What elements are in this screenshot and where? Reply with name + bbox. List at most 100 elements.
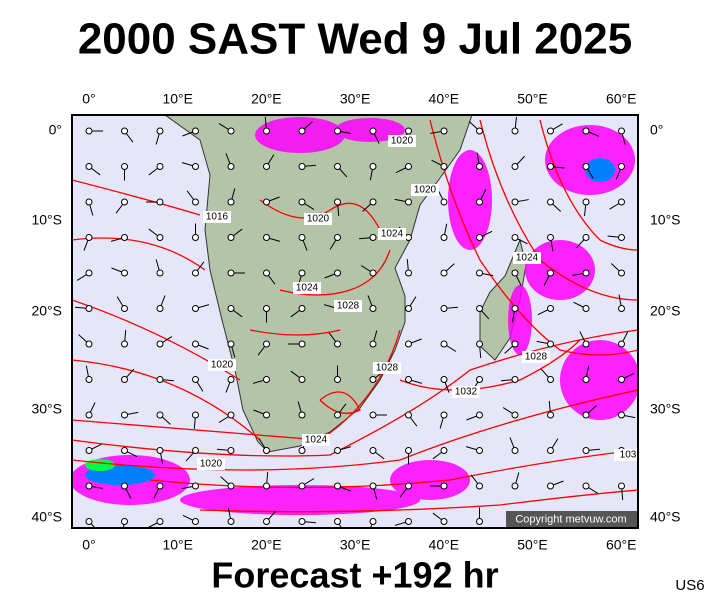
barb-station (192, 482, 199, 490)
barb-station (334, 411, 341, 419)
barb-station (192, 518, 199, 525)
barb-station (192, 163, 199, 170)
barb-station (369, 198, 377, 206)
isobar-label-box (334, 300, 362, 312)
barb-station (263, 482, 270, 490)
barb-station (547, 198, 554, 206)
barb-station (85, 269, 93, 277)
barb-station (156, 376, 164, 383)
isobar-label: 1024 (381, 229, 404, 240)
barb-station (369, 482, 377, 490)
barb-station (582, 269, 590, 277)
lon-label-top: 10°E (162, 91, 193, 107)
barb-station (192, 127, 199, 135)
barb-station (582, 376, 590, 383)
barb-station (192, 376, 199, 383)
barb-station (440, 411, 448, 419)
barb-station (263, 163, 270, 170)
barb-station (298, 198, 306, 206)
barb-station (476, 234, 483, 241)
barb-station (227, 518, 235, 525)
lon-label-bottom: 60°E (606, 537, 637, 553)
barb-station (121, 518, 128, 525)
barb-station (582, 127, 590, 135)
barb-station (227, 447, 235, 454)
barb-station (476, 340, 483, 348)
isobar-label-box (614, 449, 638, 461)
barb-station (263, 518, 270, 525)
barb-station (618, 340, 625, 348)
barb-station (440, 127, 448, 135)
barb-station (334, 198, 341, 206)
barb-station (121, 163, 128, 170)
isobar-label: 1028 (376, 363, 399, 374)
barb-station (369, 376, 377, 383)
barb-station (192, 269, 199, 277)
barb-station (511, 447, 519, 454)
barb-station (85, 482, 93, 490)
lon-label-top: 50°E (517, 91, 548, 107)
barb-station (227, 127, 235, 135)
barb-station (618, 127, 625, 135)
barb-station (582, 305, 590, 312)
barb-station (263, 340, 270, 348)
barb-station (298, 163, 306, 170)
barb-station (547, 269, 554, 277)
isobar-label: 1024 (305, 435, 328, 446)
barb-station (618, 234, 625, 241)
isobar-label: 1016 (206, 212, 229, 223)
copyright-box (506, 511, 637, 527)
isobar-label-box (388, 135, 416, 147)
barb-station (440, 163, 448, 170)
barb-station (511, 234, 519, 241)
barb-station (334, 269, 341, 277)
isobar-label-box (378, 228, 406, 240)
barb-station (440, 447, 448, 454)
barb-station (547, 376, 554, 383)
barb-station (511, 340, 519, 348)
barb-station (85, 376, 93, 383)
barb-station (227, 340, 235, 348)
barb-station (85, 163, 93, 170)
barb-station (582, 482, 590, 490)
barb-station (618, 198, 625, 206)
barb-station (298, 518, 306, 525)
lon-label-bottom: 0° (82, 537, 95, 553)
very-heavy-precipitation (85, 459, 115, 471)
barb-station (547, 482, 554, 490)
barb-station (156, 269, 164, 277)
barb-station (511, 411, 519, 419)
forecast-label: Forecast +192 hr (211, 555, 498, 596)
barb-station (440, 269, 448, 277)
barb-station (192, 234, 199, 241)
barb-station (440, 305, 448, 312)
barb-station (334, 234, 341, 241)
barb-station (121, 198, 128, 206)
isobar-label: 1032 (455, 387, 478, 398)
lon-label-top: 30°E (340, 91, 371, 107)
barb-station (547, 340, 554, 348)
barb-station (298, 127, 306, 135)
isobar-label-box (203, 211, 231, 223)
copyright: Copyright metvuw.com (515, 513, 626, 525)
lat-label-left: 40°S (31, 509, 62, 525)
lat-label-left: 0° (49, 122, 62, 138)
barb-station (476, 127, 483, 135)
barb-station (85, 447, 93, 454)
lat-label-left: 30°S (31, 401, 62, 417)
barb-station (156, 518, 164, 525)
isobar-label-box (208, 359, 236, 371)
barb-station (227, 482, 235, 490)
barb-station (440, 234, 448, 241)
barb-station (511, 482, 519, 490)
barb-station (405, 340, 412, 348)
isobar-label: 1028 (525, 352, 548, 363)
barb-station (582, 340, 590, 348)
barb-station (121, 269, 128, 277)
region-code: US6 (675, 577, 704, 594)
barb-station (440, 376, 448, 383)
lat-label-right: 10°S (650, 212, 681, 228)
barb-station (476, 376, 483, 383)
barb-station (618, 482, 625, 490)
